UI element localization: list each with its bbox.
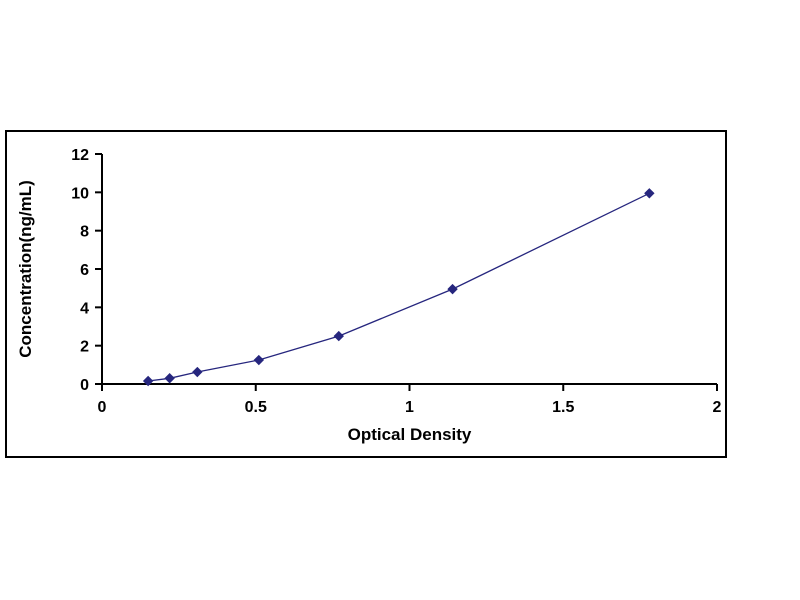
data-point-marker	[192, 366, 203, 378]
standard-curve-chart: 0 0.5 1 1.5 2 0 2 4 6 8 10 12 Optical Density Concent…	[16, 147, 722, 444]
data-point-marker	[164, 373, 175, 384]
x-tick-label: 1	[405, 399, 414, 416]
y-tick-label: 8	[80, 224, 89, 241]
y-tick-label: 6	[80, 262, 89, 279]
x-tick-label: 0.5	[245, 399, 267, 416]
data-point-marker	[253, 354, 265, 366]
y-tick-label: 0	[80, 377, 89, 394]
x-tick-label: 0	[98, 399, 107, 416]
data-point-marker	[142, 375, 154, 387]
y-axis-title: Concentration(ng/mL)	[16, 180, 35, 358]
data-point-marker	[333, 330, 344, 342]
data-point-marker	[447, 283, 458, 295]
series-line-standard-curve	[148, 192, 650, 382]
x-tick-label: 2	[713, 399, 722, 416]
x-tick-label: 1.5	[552, 399, 574, 416]
x-axis-title: Optical Density	[348, 425, 472, 444]
y-tick-label: 12	[71, 147, 89, 164]
y-tick-label: 10	[71, 185, 89, 202]
chart-frame: 0 0.5 1 1.5 2 0 2 4 6 8 10 12 Optical Density Concent…	[5, 130, 727, 458]
data-point-marker	[644, 188, 655, 199]
y-tick-label: 2	[80, 339, 89, 356]
y-tick-label: 4	[80, 300, 89, 317]
